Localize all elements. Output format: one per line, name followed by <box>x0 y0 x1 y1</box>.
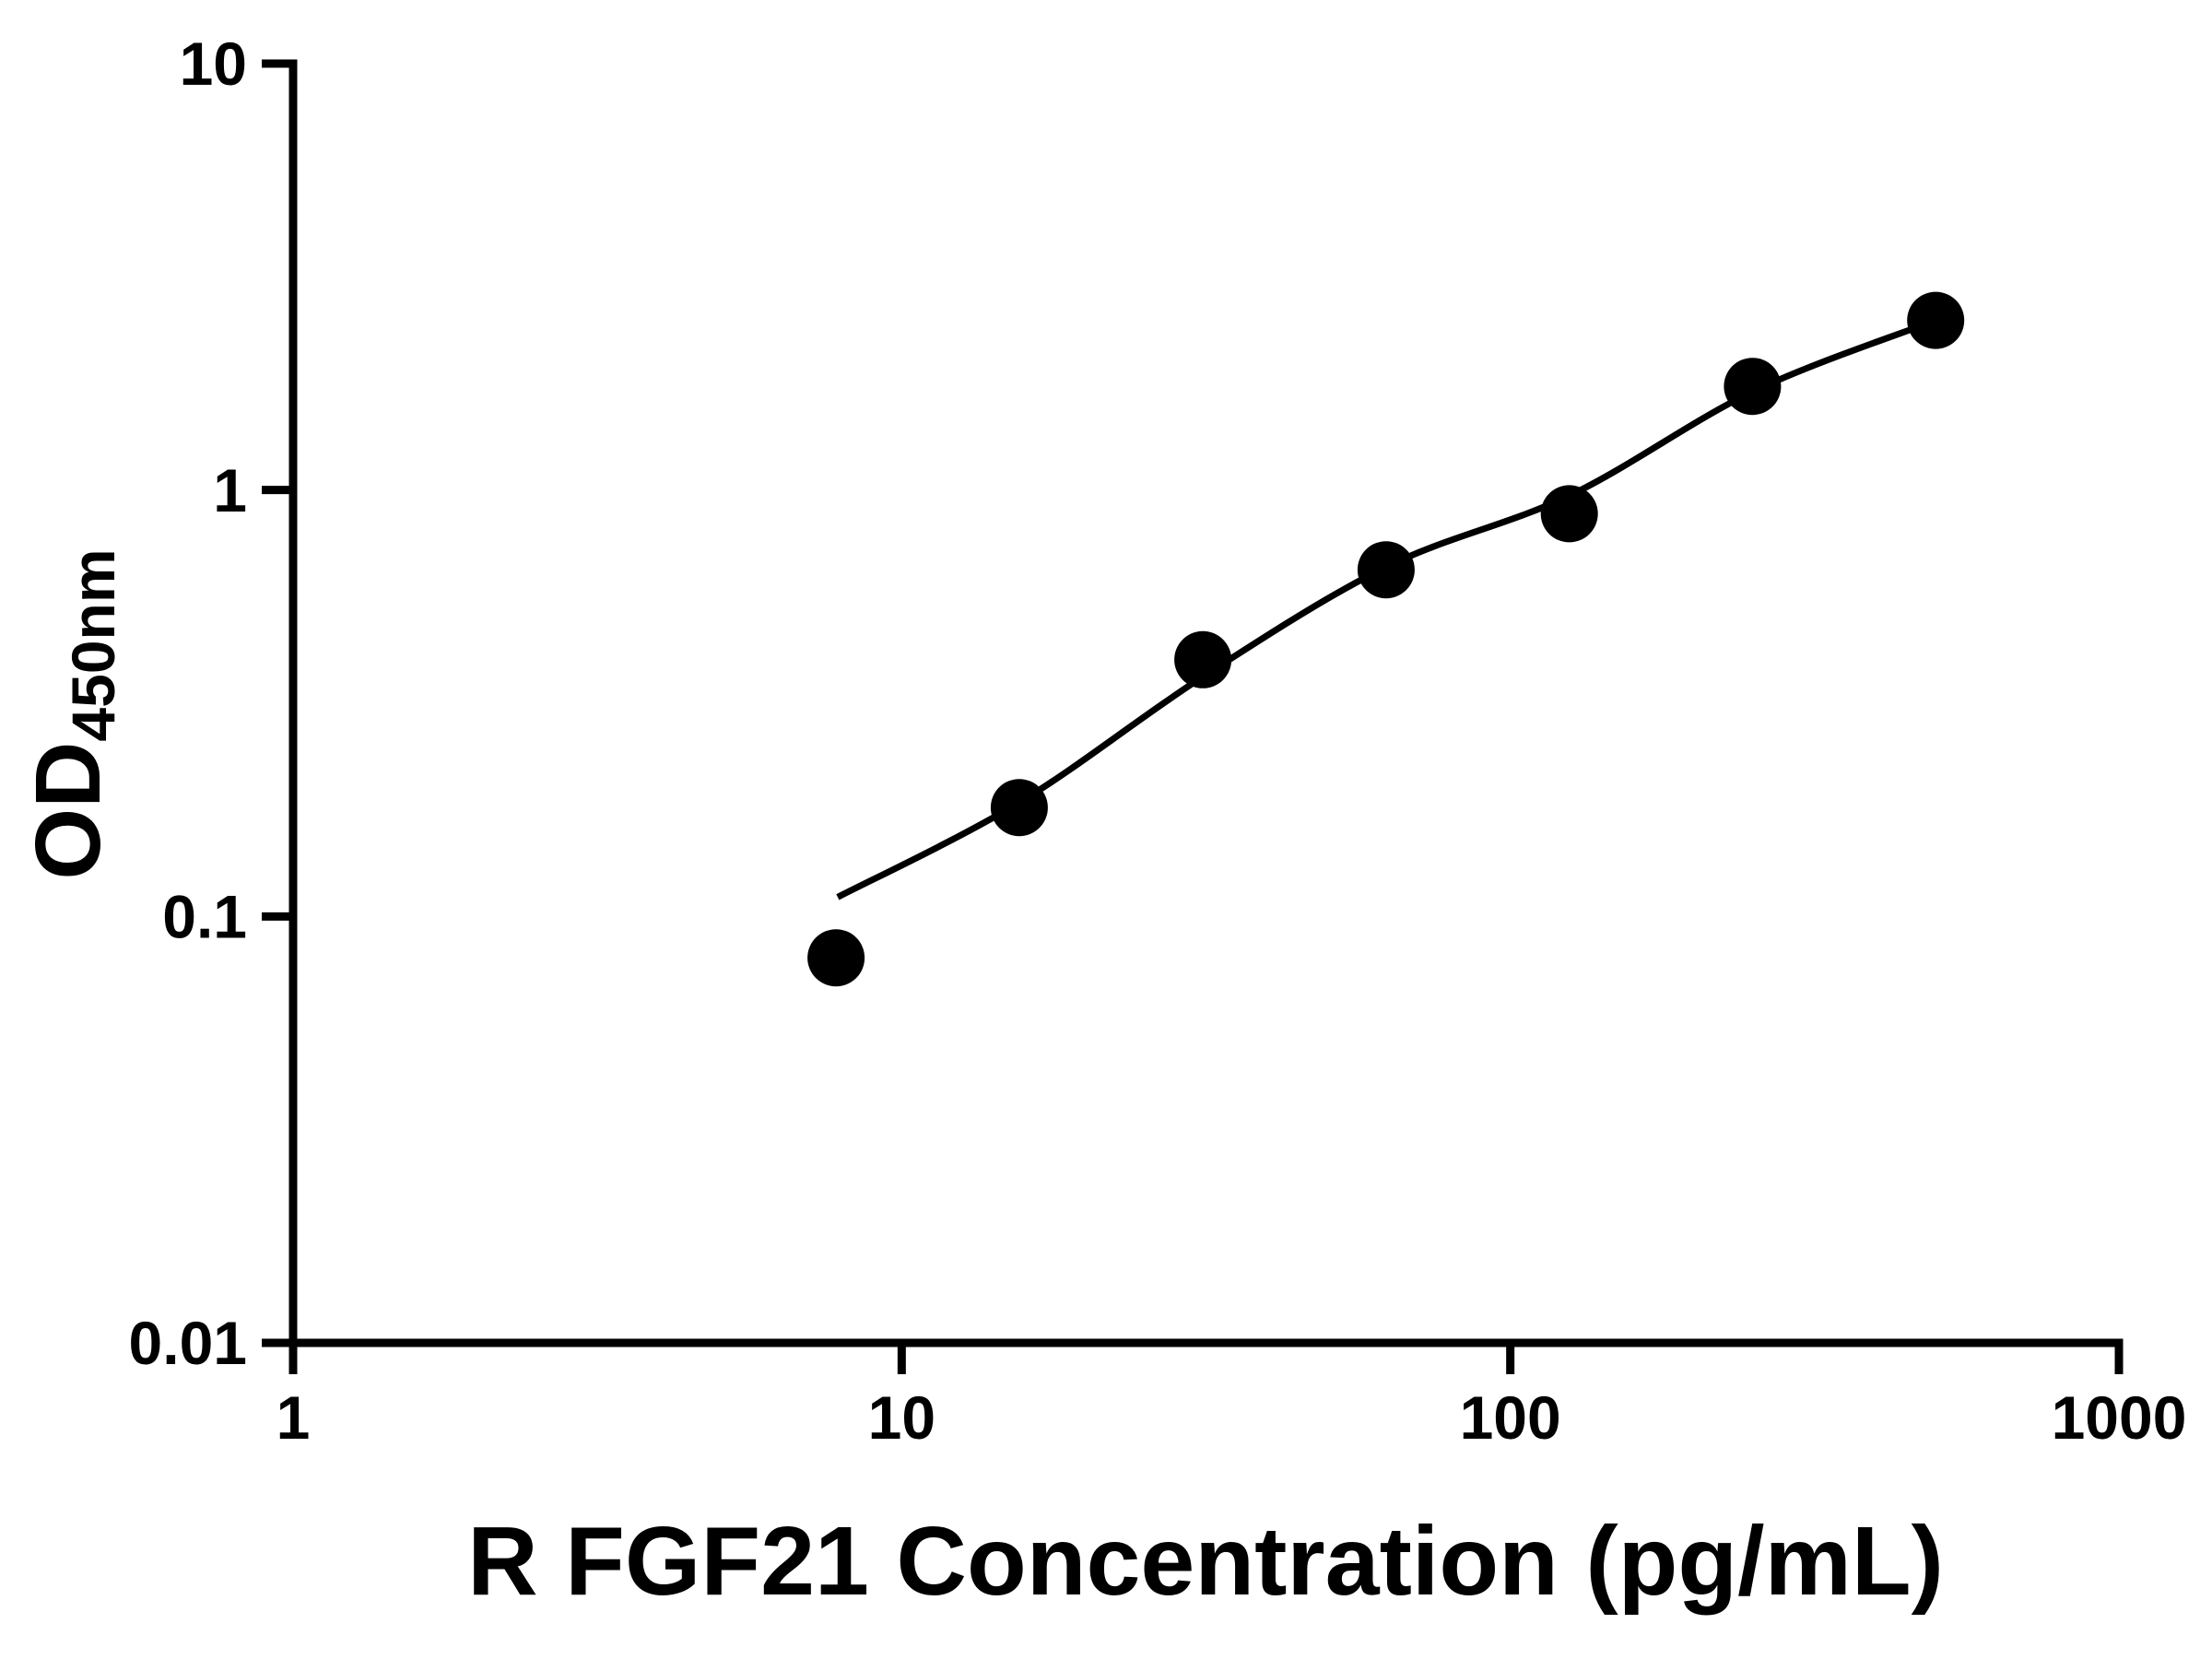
x-tick-label: 10 <box>868 1383 935 1452</box>
x-tick-label: 1000 <box>2052 1383 2187 1452</box>
x-axis-title: R FGF21 Concentration (pg/mL) <box>467 1507 1944 1616</box>
plot-area: 1 10 100 1000 0.01 0.1 1 10 <box>129 29 2187 1452</box>
y-tick-label: 0.1 <box>162 882 247 950</box>
y-axis-title-subscript: 450nm <box>59 548 127 741</box>
y-tick-label: 10 <box>180 29 247 98</box>
data-point <box>1357 541 1415 599</box>
data-point <box>1540 485 1598 543</box>
x-tick-label: 100 <box>1460 1383 1561 1452</box>
y-tick-label: 1 <box>213 456 247 524</box>
data-point <box>1724 358 1782 416</box>
data-point <box>990 779 1048 837</box>
y-axis-title-main: OD <box>17 742 120 880</box>
x-tick-label: 1 <box>276 1383 311 1452</box>
data-point <box>807 929 865 987</box>
data-point <box>1907 291 1965 349</box>
y-tick-label: 0.01 <box>129 1309 247 1377</box>
y-axis-title: OD450nm <box>17 548 127 879</box>
data-point <box>1174 630 1232 688</box>
